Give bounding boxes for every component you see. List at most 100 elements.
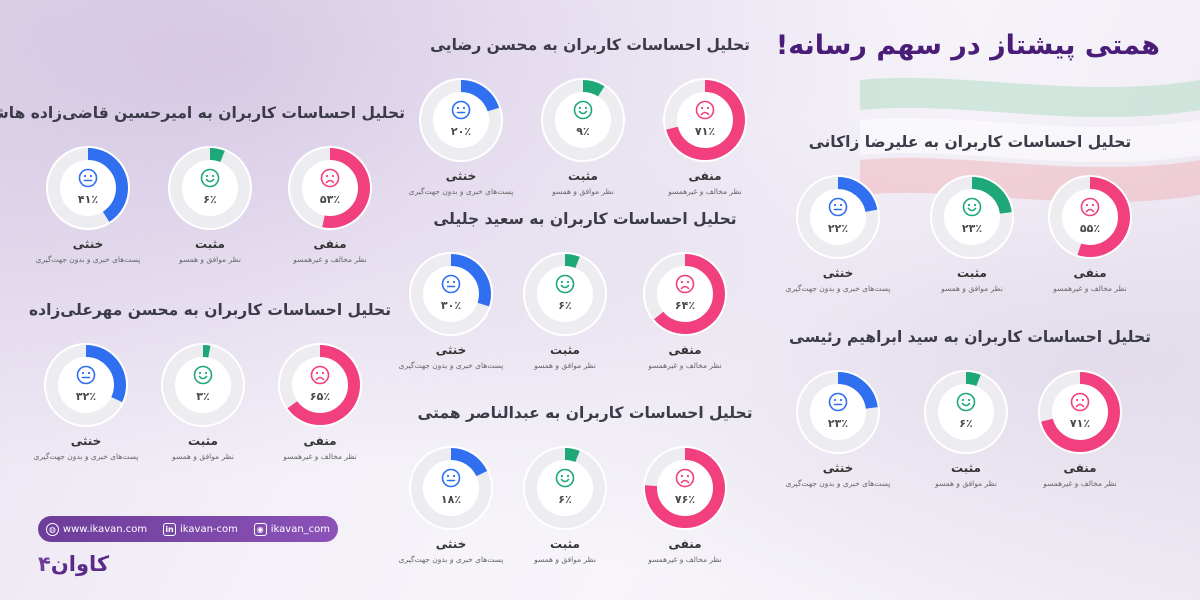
negative-category-sublabel: نظر مخالف و غیرهمسو <box>283 452 357 461</box>
positive-donut-arc <box>926 372 1006 452</box>
negative-donut-ring <box>663 78 747 162</box>
neutral-donut-ring <box>409 446 493 530</box>
positive-donut-arc <box>525 448 605 528</box>
page-title: همتی پیشتاز در سهم رسانه! <box>775 30 1160 61</box>
neutral-category-label: خنثی <box>72 237 104 251</box>
happy-face-icon <box>200 168 220 188</box>
neutral-donut-arc <box>46 345 126 425</box>
website-link[interactable]: ◍ www.ikavan.com <box>45 522 148 536</box>
panel-title: تحلیل احساسات کاربران به عبدالناصر همتی <box>417 404 753 422</box>
neutral-category-label: خنثی <box>822 461 854 475</box>
positive-percent-label: ۶٪ <box>558 299 572 312</box>
neutral-donut: ۲۳٪ <box>795 369 881 455</box>
neutral-percent-label: ۲۰٪ <box>450 125 472 138</box>
social-links-bar: ◍ www.ikavan.com in ikavan-com ◉ ikavan_… <box>38 516 338 542</box>
negative-category-label: منفی <box>688 169 722 183</box>
negative-category-label: منفی <box>313 237 347 251</box>
negative-donut-arc <box>1040 372 1120 452</box>
neutral-donut-arc <box>48 148 128 228</box>
sentiment-panel: تحلیل احساسات کاربران به محسن رضایی ۷۱٪ من… <box>400 36 780 206</box>
negative-percent-label: ۵۵٪ <box>1079 222 1101 235</box>
negative-donut-ring <box>1048 175 1132 259</box>
positive-percent-label: ۶٪ <box>959 417 973 430</box>
sentiment-panel: تحلیل احساسات کاربران به علیرضا زاکانی ۵۵… <box>765 133 1175 303</box>
neutral-percent-label: ۳۲٪ <box>75 390 97 403</box>
positive-category-sublabel: نظر موافق و همسو <box>534 555 596 564</box>
neutral-percent-label: ۳۰٪ <box>440 299 462 312</box>
positive-donut-center <box>538 461 592 515</box>
neutral-face-icon <box>451 100 471 120</box>
positive-category-sublabel: نظر موافق و همسو <box>179 255 241 264</box>
positive-donut-ring <box>161 343 245 427</box>
neutral-category-sublabel: پست‌های خبری و بدون جهت‌گیری <box>35 255 141 264</box>
neutral-donut-arc <box>411 448 491 528</box>
negative-donut-center <box>658 267 712 321</box>
negative-category-label: منفی <box>303 434 337 448</box>
negative-category-sublabel: نظر مخالف و غیرهمسو <box>1043 479 1117 488</box>
happy-face-icon <box>193 365 213 385</box>
neutral-donut-center <box>424 267 478 321</box>
negative-percent-label: ۵۳٪ <box>319 193 341 206</box>
negative-category-sublabel: نظر مخالف و غیرهمسو <box>293 255 367 264</box>
neutral-donut: ۳۲٪ <box>43 342 129 428</box>
negative-donut: ۶۴٪ <box>642 251 728 337</box>
negative-donut: ۵۳٪ <box>287 145 373 231</box>
neutral-face-icon <box>828 197 848 217</box>
positive-donut: ۳٪ <box>160 342 246 428</box>
neutral-donut: ۲۲٪ <box>795 174 881 260</box>
neutral-donut: ۱۸٪ <box>408 445 494 531</box>
positive-donut-center <box>183 161 237 215</box>
instagram-link[interactable]: ◉ ikavan_com <box>253 522 331 536</box>
kavan-logo: کاوان۴ <box>38 552 109 576</box>
negative-donut-center <box>658 461 712 515</box>
instagram-icon: ◉ <box>253 522 267 536</box>
sad-face-icon <box>1070 392 1090 412</box>
positive-percent-label: ۳٪ <box>196 390 210 403</box>
neutral-face-icon <box>828 392 848 412</box>
negative-donut-ring <box>1038 370 1122 454</box>
positive-donut-arc <box>170 148 250 228</box>
positive-donut-ring <box>523 252 607 336</box>
linkedin-link[interactable]: in ikavan-com <box>163 522 238 536</box>
panel-title: تحلیل احساسات کاربران به محسن رضایی <box>430 36 750 54</box>
positive-percent-label: ۶٪ <box>558 493 572 506</box>
neutral-percent-label: ۱۸٪ <box>440 493 462 506</box>
neutral-donut-ring <box>46 146 130 230</box>
neutral-donut-ring <box>419 78 503 162</box>
happy-face-icon <box>573 100 593 120</box>
negative-donut-arc <box>645 448 725 528</box>
positive-donut-ring <box>930 175 1014 259</box>
negative-donut-ring <box>278 343 362 427</box>
sentiment-panel: تحلیل احساسات کاربران به سید ابراهیم رئی… <box>765 328 1175 498</box>
positive-donut-ring <box>924 370 1008 454</box>
neutral-percent-label: ۲۳٪ <box>827 417 849 430</box>
negative-donut-center <box>303 161 357 215</box>
neutral-category-sublabel: پست‌های خبری و بدون جهت‌گیری <box>408 187 514 196</box>
positive-donut: ۲۳٪ <box>929 174 1015 260</box>
website-text: www.ikavan.com <box>62 523 148 535</box>
neutral-donut-ring <box>44 343 128 427</box>
negative-category-label: منفی <box>668 343 702 357</box>
neutral-donut-arc <box>798 372 878 452</box>
positive-donut-center <box>556 93 610 147</box>
negative-donut-arc <box>645 254 725 334</box>
neutral-donut-center <box>59 358 113 412</box>
negative-category-label: منفی <box>1073 266 1107 280</box>
positive-category-sublabel: نظر موافق و همسو <box>552 187 614 196</box>
negative-donut: ۵۵٪ <box>1047 174 1133 260</box>
positive-percent-label: ۶٪ <box>203 193 217 206</box>
positive-category-label: مثبت <box>957 266 987 280</box>
neutral-donut: ۴۱٪ <box>45 145 131 231</box>
neutral-donut-center <box>811 385 865 439</box>
positive-category-sublabel: نظر موافق و همسو <box>172 452 234 461</box>
negative-donut-arc <box>1050 177 1130 257</box>
neutral-donut-center <box>434 93 488 147</box>
neutral-category-label: خنثی <box>445 169 477 183</box>
negative-category-sublabel: نظر مخالف و غیرهمسو <box>668 187 742 196</box>
positive-donut: ۶٪ <box>923 369 1009 455</box>
negative-donut-center <box>678 93 732 147</box>
positive-percent-label: ۲۳٪ <box>961 222 983 235</box>
instagram-text: ikavan_com <box>270 523 331 535</box>
positive-donut: ۶٪ <box>167 145 253 231</box>
positive-category-label: مثبت <box>195 237 225 251</box>
